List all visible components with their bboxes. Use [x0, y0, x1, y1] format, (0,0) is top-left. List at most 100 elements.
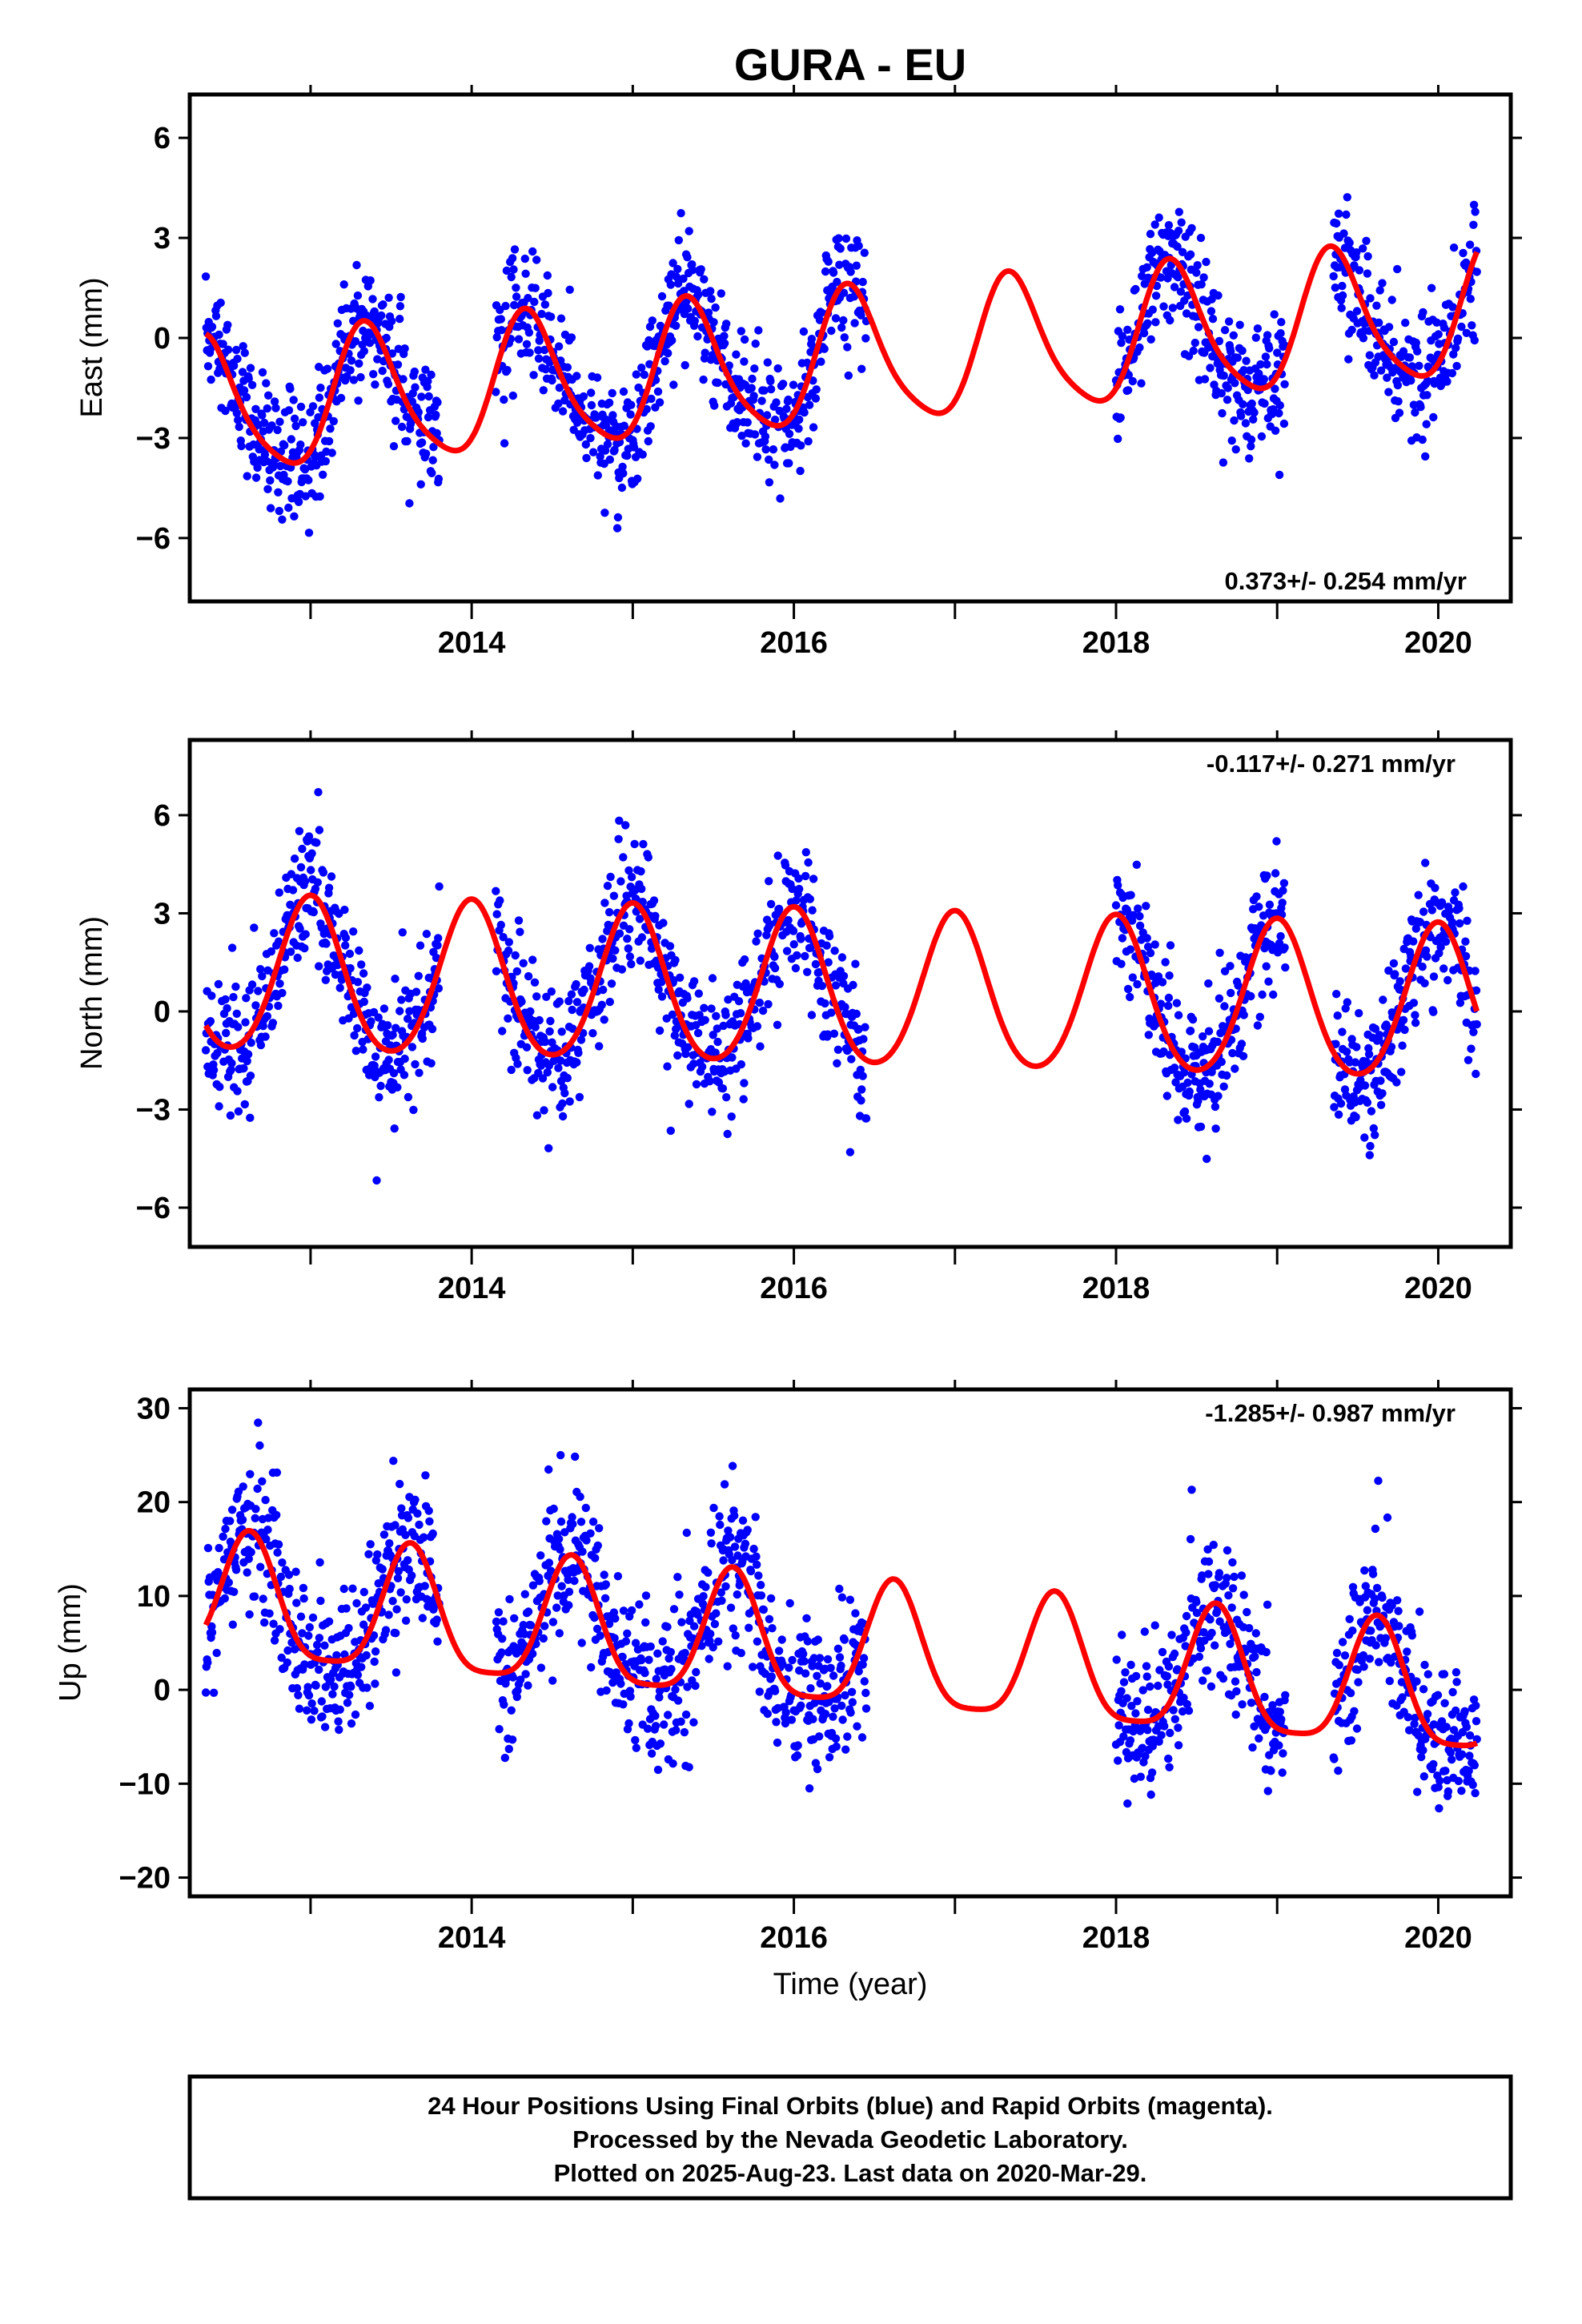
up-point [1118, 1630, 1126, 1639]
north-point [794, 874, 803, 883]
up-point [785, 1598, 794, 1608]
up-point [294, 1691, 303, 1699]
east-point [762, 411, 772, 420]
east-point [805, 400, 814, 409]
east-point [403, 436, 412, 446]
north-point [784, 915, 793, 925]
up-point [1174, 1741, 1183, 1750]
north-point [809, 875, 818, 883]
up-point [549, 1504, 558, 1514]
north-point [1171, 1078, 1180, 1087]
up-point [307, 1699, 316, 1708]
up-point [1143, 1726, 1152, 1735]
north-point [246, 1113, 255, 1123]
east-point [833, 277, 841, 287]
north-point [1264, 977, 1273, 986]
up-point [425, 1517, 434, 1526]
east-point [369, 370, 378, 379]
north-point [603, 927, 612, 935]
north-point [560, 1088, 569, 1098]
east-point [1394, 397, 1403, 406]
north-point [636, 956, 644, 965]
east-point [1468, 321, 1476, 330]
up-point [1387, 1658, 1395, 1667]
east-point [1245, 454, 1254, 463]
up-point [800, 1657, 809, 1666]
north-point [367, 1017, 375, 1026]
north-point [1333, 1011, 1342, 1020]
north-point [1203, 1154, 1211, 1164]
up-point [304, 1631, 313, 1640]
up-point [228, 1620, 237, 1629]
north-point [415, 1068, 424, 1077]
up-point [669, 1605, 679, 1614]
north-point [263, 1011, 271, 1021]
up-point [1170, 1715, 1180, 1723]
north-point [1194, 1096, 1203, 1106]
east-point [424, 376, 432, 386]
up-point [1381, 1634, 1391, 1642]
up-point [351, 1710, 360, 1719]
north-rate-label: -0.117+/- 0.271 mm/yr [1207, 750, 1456, 778]
east-point [1223, 384, 1232, 392]
up-point [316, 1596, 325, 1606]
north-point [817, 981, 826, 991]
up-point [701, 1582, 710, 1591]
east-point [1363, 251, 1372, 261]
up-point [763, 1709, 772, 1719]
north-point [654, 985, 663, 994]
east-point [619, 387, 628, 396]
up-point [1170, 1649, 1179, 1659]
up-point [385, 1539, 394, 1548]
north-point [606, 872, 615, 882]
up-point [587, 1663, 596, 1672]
north-point [1427, 906, 1437, 915]
east-point [546, 312, 556, 321]
up-point [680, 1727, 689, 1737]
up-point [557, 1582, 566, 1590]
up-point [366, 1540, 375, 1549]
north-point [611, 946, 620, 955]
up-point [829, 1712, 837, 1721]
up-point [793, 1741, 802, 1750]
east-point [359, 347, 368, 356]
up-point [401, 1616, 411, 1625]
up-point [1138, 1743, 1147, 1752]
east-point [782, 404, 791, 413]
north-point [293, 953, 302, 963]
north-point [379, 1004, 389, 1013]
east-point [1466, 295, 1476, 304]
east-point [508, 254, 517, 263]
up-point [519, 1621, 528, 1630]
east-point [1117, 338, 1126, 348]
east-point [1339, 229, 1348, 238]
north-point [558, 1099, 567, 1108]
up-point [578, 1547, 587, 1556]
up-point [1419, 1685, 1428, 1694]
north-point [831, 981, 841, 990]
north-point [346, 963, 355, 973]
up-point [592, 1624, 602, 1634]
east-point [824, 257, 833, 266]
north-point [1398, 1041, 1407, 1050]
up-point [1251, 1652, 1259, 1661]
up-point [1417, 1752, 1426, 1762]
up-point [353, 1671, 363, 1679]
north-point [1214, 1092, 1223, 1100]
north-point [793, 951, 801, 960]
east-point [1352, 307, 1362, 316]
east-point [258, 368, 267, 377]
up-point [371, 1647, 380, 1656]
up-point [840, 1635, 849, 1644]
north-point [1114, 881, 1122, 890]
up-point [861, 1704, 871, 1713]
east-point [765, 455, 773, 464]
north-point [705, 1077, 714, 1086]
east-point [366, 276, 375, 285]
east-point [294, 497, 303, 506]
up-point [671, 1685, 680, 1694]
up-point [359, 1620, 368, 1629]
north-point [1185, 1087, 1194, 1096]
east-point [354, 396, 363, 405]
east-point [831, 314, 841, 323]
